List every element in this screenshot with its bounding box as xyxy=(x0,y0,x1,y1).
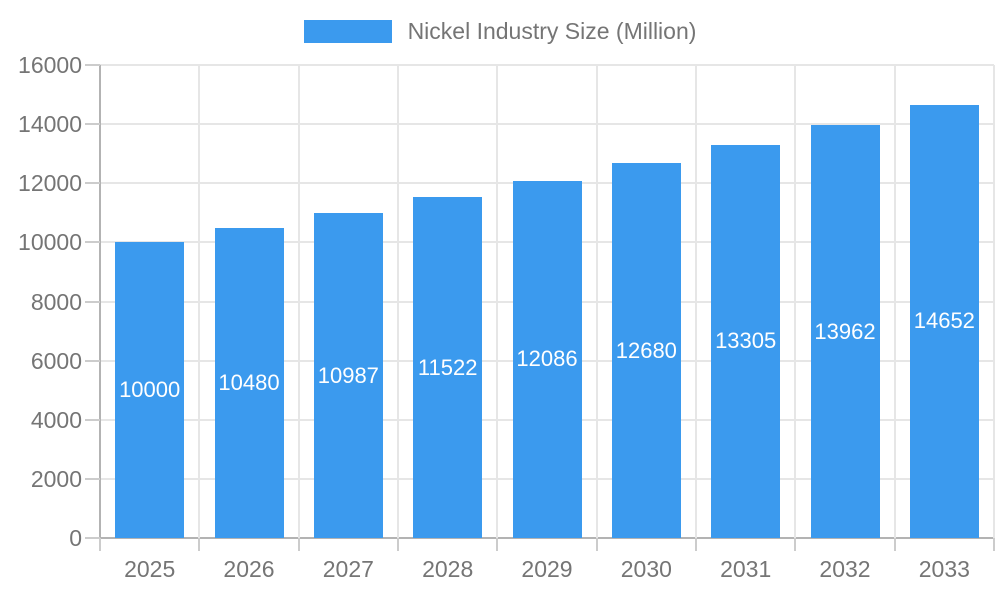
x-axis-label: 2025 xyxy=(124,556,176,582)
x-axis-tick xyxy=(99,538,101,551)
x-axis-tick xyxy=(794,538,797,551)
y-axis-tick xyxy=(85,418,100,421)
plot-area: 10000 10480 10987 11522 12086 12680 13305 13962… xyxy=(99,64,995,539)
y-axis-label: 16000 xyxy=(18,52,82,78)
gridline xyxy=(100,64,994,66)
x-axis-tick xyxy=(595,538,598,551)
gridline xyxy=(993,65,995,538)
bar-2026[interactable] xyxy=(214,228,284,538)
x-axis-label: 2031 xyxy=(720,556,772,582)
y-axis-tick xyxy=(85,537,100,539)
y-axis-tick xyxy=(85,300,100,303)
bar-2030[interactable] xyxy=(611,163,681,538)
y-axis-tick xyxy=(85,182,100,185)
bar-2032[interactable] xyxy=(810,125,880,538)
y-axis-tick xyxy=(85,477,100,480)
x-axis-tick xyxy=(297,538,300,551)
bar-value-label: 13962 xyxy=(814,318,876,344)
bar-2033[interactable] xyxy=(909,104,979,538)
y-axis-line xyxy=(99,65,101,538)
x-axis-tick xyxy=(198,538,201,551)
bar-2031[interactable] xyxy=(711,144,781,538)
bar-2028[interactable] xyxy=(413,197,483,538)
gridline xyxy=(794,65,797,538)
legend-color-swatch xyxy=(303,20,392,43)
x-axis-tick xyxy=(397,538,399,551)
y-axis-label: 8000 xyxy=(30,288,82,315)
legend-label: Nickel Industry Size (Million) xyxy=(407,18,697,44)
gridline xyxy=(297,65,300,538)
y-axis-tick xyxy=(85,123,100,126)
bar-value-label: 10987 xyxy=(317,362,379,388)
bar-value-label: 10000 xyxy=(119,377,181,403)
gridline xyxy=(198,65,201,538)
x-axis-line xyxy=(100,537,994,539)
gridline xyxy=(893,65,896,538)
y-axis-label: 10000 xyxy=(18,229,82,256)
gridline xyxy=(496,65,499,538)
bar-value-label: 14652 xyxy=(913,308,975,334)
y-axis-label: 6000 xyxy=(30,347,82,374)
y-axis-tick xyxy=(85,359,100,362)
bar-value-label: 13305 xyxy=(715,328,777,354)
bar-value-label: 12680 xyxy=(615,337,677,363)
gridline xyxy=(397,65,399,538)
y-axis-tick xyxy=(85,241,100,244)
bar-value-label: 11522 xyxy=(417,354,478,380)
y-axis-label: 14000 xyxy=(18,111,82,138)
y-axis-label: 2000 xyxy=(30,465,82,492)
chart-legend: Nickel Industry Size (Million) xyxy=(0,20,1000,43)
bar-value-label: 12086 xyxy=(516,346,578,372)
x-axis-tick xyxy=(893,538,896,551)
y-axis-label: 12000 xyxy=(18,170,82,197)
bar-value-label: 10480 xyxy=(218,370,280,396)
y-axis-label: 4000 xyxy=(30,406,82,433)
x-axis-label: 2032 xyxy=(819,556,871,582)
x-axis-tick xyxy=(496,538,499,551)
x-axis-label: 2028 xyxy=(422,556,474,582)
x-axis-label: 2033 xyxy=(918,556,970,582)
x-axis-label: 2030 xyxy=(620,556,672,582)
bar-2029[interactable] xyxy=(512,180,582,538)
gridline xyxy=(100,123,994,126)
gridline xyxy=(595,65,598,538)
y-axis-tick xyxy=(85,64,100,66)
y-axis-label: 0 xyxy=(69,525,82,551)
gridline xyxy=(695,65,697,538)
bar-2027[interactable] xyxy=(313,213,383,538)
x-axis-label: 2027 xyxy=(322,556,374,582)
bar-2025[interactable] xyxy=(115,242,185,538)
x-axis-label: 2029 xyxy=(521,556,573,582)
x-axis-tick xyxy=(993,538,995,551)
x-axis-label: 2026 xyxy=(223,556,275,582)
x-axis-tick xyxy=(695,538,697,551)
